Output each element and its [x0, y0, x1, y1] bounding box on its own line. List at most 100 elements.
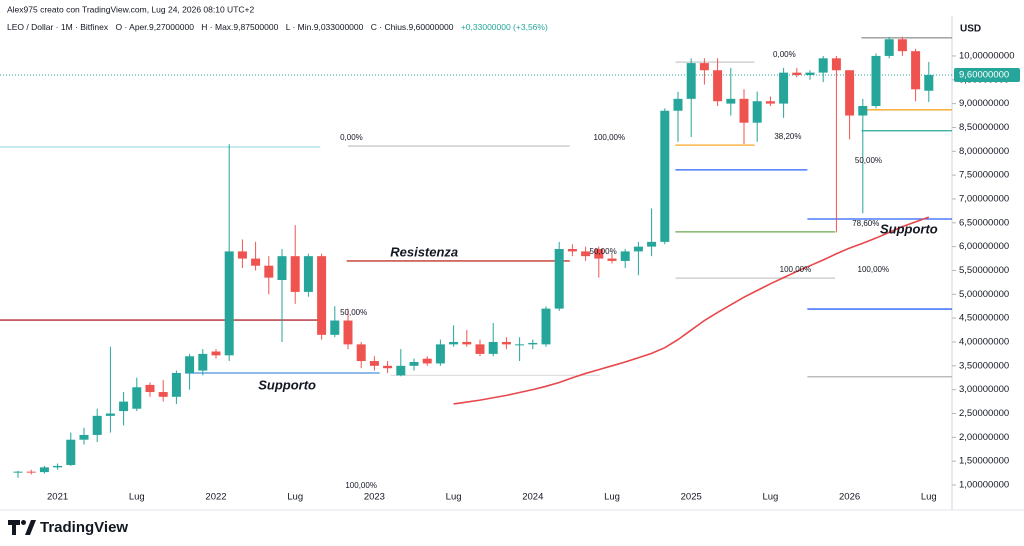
x-tick-label: 2025 [681, 492, 702, 503]
candle-body [924, 75, 934, 91]
candle-body [686, 63, 696, 99]
legend-line: LEO / Dollar · 1M · Bitfinex O · Aper.9,… [7, 22, 548, 32]
last-price-label: 9,60000000 [959, 70, 1009, 81]
candle-body [211, 351, 221, 356]
y-tick-label: 9,00000000 [959, 98, 1009, 109]
candle-body [145, 384, 155, 393]
annotation: 50,00% [855, 156, 882, 165]
candle-body [792, 72, 802, 76]
candle-body [488, 341, 498, 354]
candle-body [541, 308, 551, 345]
annotation: 100,00% [780, 265, 812, 274]
candle-body [251, 258, 261, 266]
currency: USD [960, 24, 981, 35]
y-tick-label: 5,50000000 [959, 265, 1009, 276]
candle-body [171, 372, 181, 397]
symbol: LEO / Dollar · 1M · Bitfinex [7, 22, 109, 32]
candle-body [528, 342, 538, 345]
candle-body [567, 249, 577, 252]
candle-body [673, 98, 683, 111]
logo-mark [25, 520, 36, 535]
last-price-tag [954, 68, 1020, 83]
credit: Alex975 creato con TradingView.com, Lug … [7, 4, 254, 14]
candle-body [422, 358, 432, 364]
candle-body [607, 258, 617, 261]
candle-body [699, 63, 709, 71]
y-tick-label: 5,00000000 [959, 289, 1009, 300]
candle-body [739, 98, 749, 123]
candle-body [554, 249, 564, 309]
candle-body [752, 101, 762, 123]
x-tick-label: 2026 [839, 492, 860, 503]
x-tick-label: 2024 [522, 492, 543, 503]
x-tick-label: 2022 [205, 492, 226, 503]
candle-body [409, 362, 419, 366]
candle-body [581, 251, 591, 257]
candle-body [805, 72, 815, 76]
candle-body [237, 251, 247, 259]
y-tick-label: 7,50000000 [959, 170, 1009, 181]
candle-body [620, 251, 630, 261]
candle-body [435, 344, 445, 364]
y-tick-label: 3,00000000 [959, 384, 1009, 395]
candle-body [198, 353, 208, 371]
candle-body [765, 101, 775, 104]
annotation: 100,00% [858, 265, 890, 274]
candle-body [396, 365, 406, 376]
candle-body [501, 341, 511, 345]
candle-body [831, 58, 841, 71]
annotation: Supporto [258, 377, 316, 392]
y-tick-label: 6,50000000 [959, 217, 1009, 228]
annotation: 0,00% [773, 50, 796, 59]
candle-body [105, 413, 115, 416]
annotation: Resistenza [390, 244, 458, 259]
x-tick-label: Lug [762, 492, 778, 503]
annotation: 50,00% [590, 247, 617, 256]
change: +0,33000000 (+3,56%) [461, 22, 548, 32]
candle-body [369, 361, 379, 366]
logo-mark [21, 520, 26, 525]
candle-body [13, 471, 23, 473]
annotation: 100,00% [594, 133, 626, 142]
x-tick-label: Lug [446, 492, 462, 503]
low: L · Min.9,033000000 [286, 22, 364, 32]
y-tick-label: 8,00000000 [959, 146, 1009, 157]
x-tick-label: Lug [287, 492, 303, 503]
candle-body [449, 341, 459, 345]
candle-body [911, 51, 921, 90]
candle-body [79, 434, 89, 440]
y-tick-label: 4,00000000 [959, 336, 1009, 347]
y-tick-label: 1,50000000 [959, 456, 1009, 467]
x-tick-label: 2023 [364, 492, 385, 503]
candle-body [647, 241, 657, 247]
annotation: 38,20% [774, 132, 801, 141]
close: C · Chius.9,60000000 [371, 22, 454, 32]
x-tick-label: Lug [921, 492, 937, 503]
candle-body [779, 72, 789, 104]
candle-body [633, 246, 643, 252]
candle-body [660, 110, 670, 242]
candle-body [845, 70, 855, 116]
candle-body [884, 39, 894, 56]
candle-body [92, 415, 102, 435]
annotation: 50,00% [340, 308, 367, 317]
high: H · Max.9,87500000 [201, 22, 278, 32]
candle-body [66, 439, 76, 465]
y-tick-label: 8,50000000 [959, 122, 1009, 133]
candle-body [818, 58, 828, 73]
annotation: 0,00% [340, 133, 363, 142]
candle-body [303, 256, 313, 292]
candle-body [39, 467, 49, 473]
candle-body [158, 392, 168, 397]
y-tick-label: 7,00000000 [959, 193, 1009, 204]
candle-body [119, 401, 129, 412]
candle-body [53, 465, 63, 468]
candle-body [277, 256, 287, 281]
candle-body [356, 344, 366, 362]
candle-body [26, 471, 36, 473]
annotation: Supporto [880, 221, 938, 236]
annotation: 78,60% [852, 219, 879, 228]
candle-body [224, 251, 234, 356]
x-tick-label: Lug [129, 492, 145, 503]
